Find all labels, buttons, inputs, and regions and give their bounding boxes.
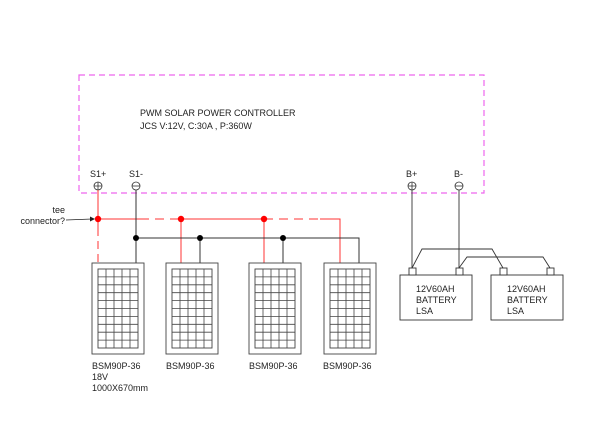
controller-spec: JCS V:12V, C:30A , P:360W bbox=[140, 121, 252, 131]
battery-2-line2: BATTERY bbox=[507, 295, 548, 305]
panel-4-model: BSM90P-36 bbox=[323, 361, 372, 371]
battery-1-line3: LSA bbox=[416, 306, 433, 316]
terminal-label-s1-plus: S1+ bbox=[90, 169, 106, 179]
panel-1-size: 1000X670mm bbox=[92, 383, 148, 393]
terminal-label-s1-minus: S1- bbox=[129, 169, 143, 179]
solar-panel-1 bbox=[91, 262, 145, 355]
controller-box bbox=[78, 74, 485, 194]
battery-terminal bbox=[408, 267, 417, 276]
battery-2 bbox=[490, 274, 564, 321]
battery-1-line1: 12V60AH bbox=[416, 284, 455, 294]
controller-title: PWM SOLAR POWER CONTROLLER bbox=[140, 108, 296, 118]
battery-terminal bbox=[546, 267, 555, 276]
battery-1-line2: BATTERY bbox=[416, 295, 457, 305]
minus-terminal-icon bbox=[131, 181, 141, 191]
terminal-label-b-minus: B- bbox=[454, 169, 463, 179]
tee-node-negative bbox=[197, 235, 203, 241]
terminal-label-b-plus: B+ bbox=[406, 169, 417, 179]
junction-nodes bbox=[94, 215, 286, 241]
battery-2-line1: 12V60AH bbox=[507, 284, 546, 294]
solar-panel-3 bbox=[248, 262, 302, 355]
panel-3-model: BSM90P-36 bbox=[249, 361, 298, 371]
panel-1-voltage: 18V bbox=[92, 372, 108, 382]
plus-terminal-icon bbox=[407, 181, 417, 191]
tee-node-positive bbox=[94, 215, 102, 223]
plus-terminal-icon bbox=[93, 181, 103, 191]
negative-wiring bbox=[135, 190, 360, 263]
battery-wiring bbox=[411, 190, 551, 269]
tee-node-negative bbox=[133, 235, 139, 241]
solar-panel-2 bbox=[165, 262, 219, 355]
annotation-line2: connector? bbox=[20, 216, 65, 226]
tee-node-negative bbox=[280, 235, 286, 241]
annotation-line1: tee bbox=[52, 205, 65, 215]
panel-2-model: BSM90P-36 bbox=[166, 361, 215, 371]
annotation-arrow bbox=[65, 216, 95, 222]
battery-terminal bbox=[455, 267, 464, 276]
solar-panel-4 bbox=[323, 262, 377, 355]
minus-terminal-icon bbox=[454, 181, 464, 191]
positive-wiring bbox=[97, 190, 341, 263]
panel-1-model: BSM90P-36 bbox=[92, 361, 141, 371]
battery-terminal bbox=[499, 267, 508, 276]
battery-2-line3: LSA bbox=[507, 306, 524, 316]
tee-node-positive bbox=[177, 215, 185, 223]
battery-1 bbox=[399, 274, 473, 321]
tee-node-positive bbox=[260, 215, 268, 223]
